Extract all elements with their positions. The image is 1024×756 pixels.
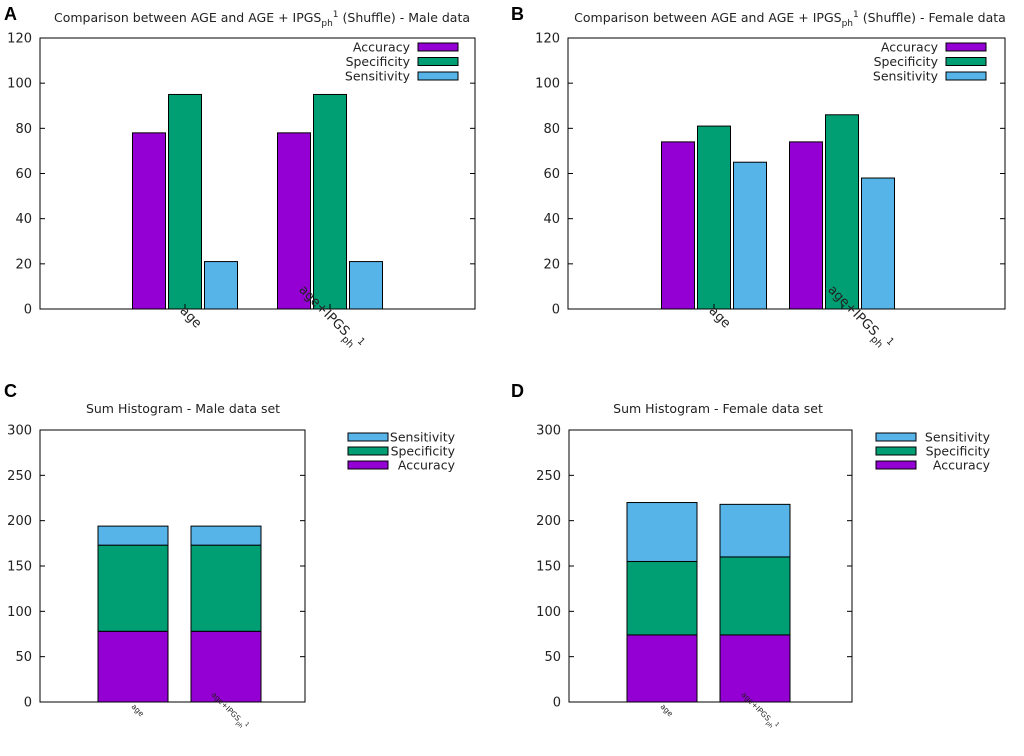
y-tick-label: 150 <box>536 560 561 575</box>
bar-specificity-age-ipgs <box>313 93 347 310</box>
legend-label: Specificity <box>346 54 411 69</box>
y-tick-label: 250 <box>536 469 561 484</box>
y-tick-label: 60 <box>15 167 32 182</box>
legend-label: Accuracy <box>933 458 991 473</box>
legend-label: Sensitivity <box>390 430 456 445</box>
plot-frame <box>39 429 306 703</box>
plot-frame <box>568 429 853 703</box>
bar-specificity-age-ipgs <box>825 114 859 310</box>
stack-specificity-age <box>626 560 698 636</box>
bar-specificity-age <box>697 125 731 310</box>
legend-label: Specificity <box>391 444 456 459</box>
stack-accuracy-age-ipgs <box>719 634 791 703</box>
y-tick-label: 20 <box>543 257 560 272</box>
legend-label: Accuracy <box>353 40 411 55</box>
stack-specificity-age-ipgs <box>719 556 791 636</box>
panel-label: B <box>511 4 524 24</box>
legend-swatch <box>875 446 917 456</box>
y-tick-label: 200 <box>536 514 561 529</box>
bar-sensitivity-age-ipgs <box>349 261 383 310</box>
stack-sensitivity-age <box>626 502 698 562</box>
y-tick-label: 100 <box>536 605 561 620</box>
legend-swatch <box>347 432 389 442</box>
panel-d: D Sum Histogram - Female data set 0 50 100 15… <box>511 381 991 730</box>
y-tick-label: 120 <box>535 32 560 47</box>
y-tick-label: 0 <box>552 303 560 318</box>
y-tick-label: 250 <box>7 469 32 484</box>
y-tick-label: 100 <box>535 77 560 92</box>
stack-sensitivity-age <box>97 525 169 546</box>
legend-label: Sensitivity <box>345 69 411 84</box>
y-tick-label: 80 <box>15 122 32 137</box>
legend-label: Accuracy <box>881 40 939 55</box>
panel-label: A <box>4 4 17 24</box>
panel-c: C Sum Histogram - Male data set 0 50 100 150 2… <box>4 381 456 730</box>
y-tick-label: 20 <box>15 257 32 272</box>
chart-title: Sum Histogram - Male data set <box>86 401 280 416</box>
chart-title: Comparison between AGE and AGE + IPGSph1… <box>574 10 1006 29</box>
bar-accuracy-age-ipgs <box>277 132 311 310</box>
plot-frame <box>567 37 1006 310</box>
y-tick-label: 0 <box>24 303 32 318</box>
y-tick-label: 60 <box>543 167 560 182</box>
legend-label: Specificity <box>874 54 939 69</box>
legend-label: Accuracy <box>398 458 456 473</box>
panel-b: B Comparison between AGE and AGE + IPGSph… <box>511 4 1006 351</box>
y-tick-label: 150 <box>7 560 32 575</box>
stack-accuracy-age <box>97 630 169 703</box>
legend-swatch <box>875 432 917 442</box>
bar-sensitivity-age-ipgs <box>861 177 895 310</box>
y-tick-label: 0 <box>24 696 32 711</box>
y-tick-label: 40 <box>543 212 560 227</box>
stack-accuracy-age-ipgs <box>190 630 262 703</box>
chart-title: Sum Histogram - Female data set <box>613 401 823 416</box>
stack-specificity-age <box>97 544 169 632</box>
legend-swatch <box>417 57 459 66</box>
legend-label: Sensitivity <box>873 69 939 84</box>
legend-swatch <box>347 446 389 456</box>
bar-specificity-age <box>168 93 202 310</box>
stack-sensitivity-age-ipgs <box>719 503 791 558</box>
panel-label: D <box>511 381 524 401</box>
stack-sensitivity-age-ipgs <box>190 525 262 546</box>
legend-swatch <box>945 57 987 66</box>
y-tick-label: 200 <box>7 514 32 529</box>
y-tick-label: 80 <box>543 122 560 137</box>
y-tick-label: 120 <box>7 32 32 47</box>
y-tick-label: 300 <box>536 424 561 439</box>
legend-label: Specificity <box>926 444 991 459</box>
y-tick-label: 40 <box>15 212 32 227</box>
bar-accuracy-age-ipgs <box>789 141 823 310</box>
stack-specificity-age-ipgs <box>190 544 262 632</box>
y-tick-label: 100 <box>7 77 32 92</box>
legend-swatch <box>417 42 459 52</box>
category-label: age <box>130 702 147 719</box>
legend-swatch <box>945 42 987 52</box>
legend-label: Sensitivity <box>925 430 991 445</box>
y-tick-label: 100 <box>7 605 32 620</box>
y-tick-label: 300 <box>7 424 32 439</box>
bar-sensitivity-age <box>733 161 767 310</box>
stack-accuracy-age <box>626 634 698 703</box>
y-tick-label: 50 <box>544 650 561 665</box>
bar-accuracy-age <box>132 132 166 310</box>
category-label: age <box>659 702 676 719</box>
y-tick-label: 0 <box>553 696 561 711</box>
panel-a: A Comparison between AGE and AGE + IPGSph… <box>4 4 476 351</box>
panel-label: C <box>4 381 17 401</box>
legend-swatch <box>875 460 917 470</box>
legend-swatch <box>945 71 987 81</box>
bar-sensitivity-age <box>204 261 238 310</box>
y-tick-label: 50 <box>15 650 32 665</box>
chart-title: Comparison between AGE and AGE + IPGSph1… <box>54 10 470 29</box>
bar-accuracy-age <box>661 141 695 310</box>
legend-swatch <box>347 460 389 470</box>
legend-swatch <box>417 71 459 81</box>
